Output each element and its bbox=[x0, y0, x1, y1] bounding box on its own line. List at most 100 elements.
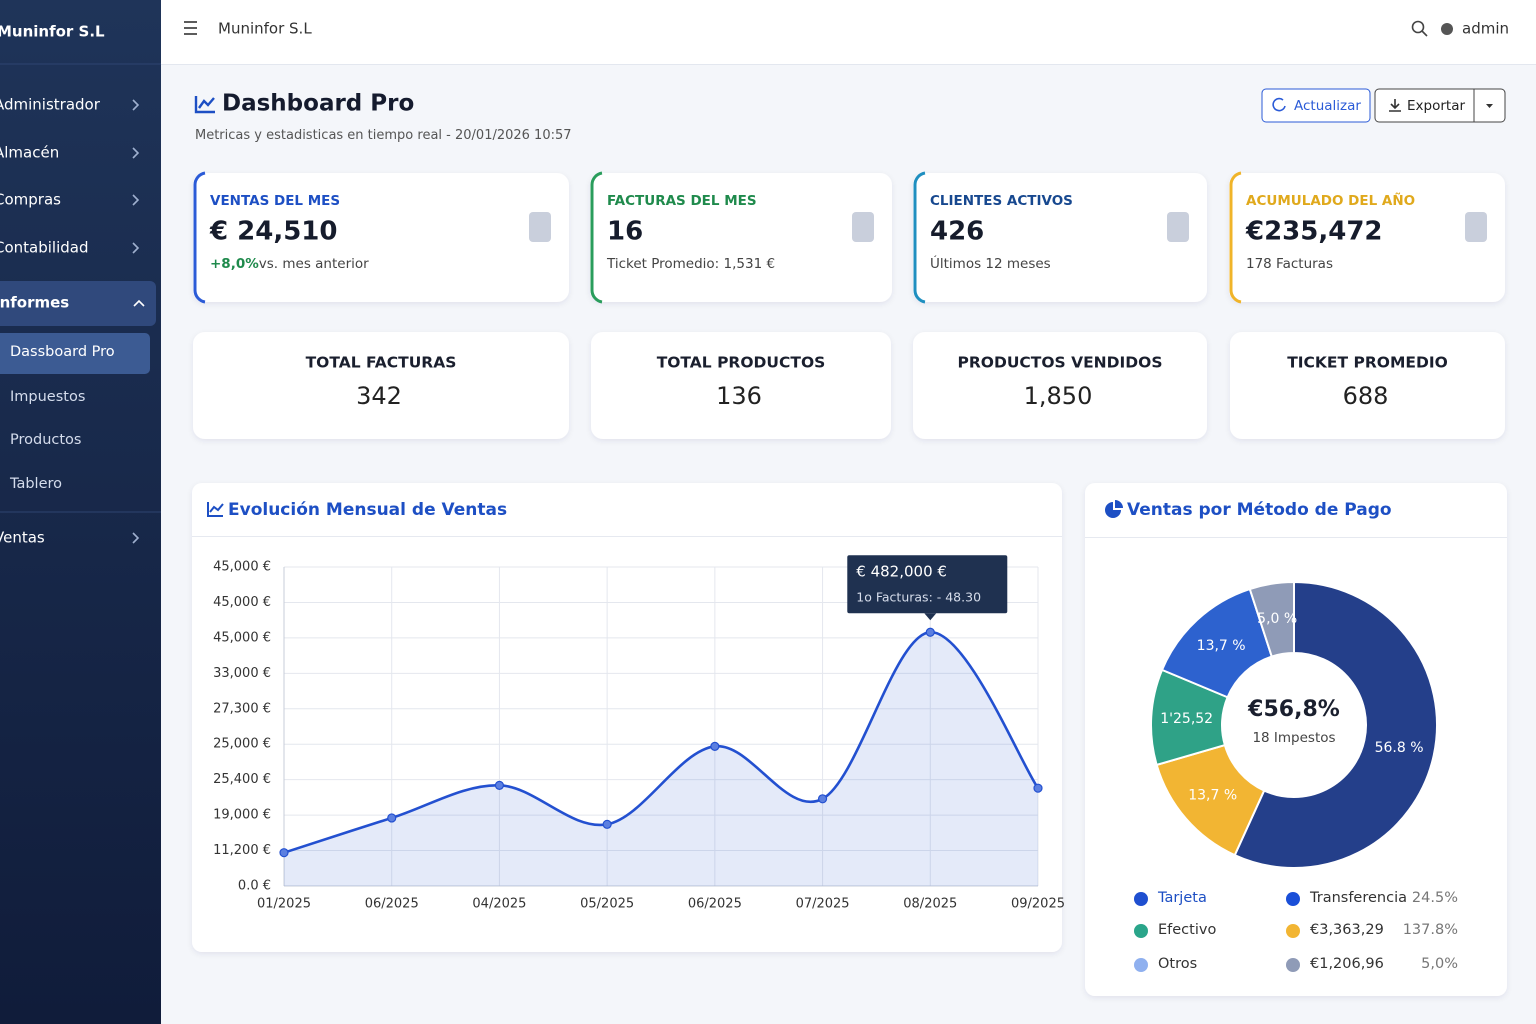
stat-value: 136 bbox=[716, 382, 762, 410]
kpi-note-text: Ticket Promedio: 1,531 € bbox=[606, 256, 775, 272]
submenu-item[interactable]: Tablero bbox=[9, 476, 62, 492]
point[interactable] bbox=[603, 820, 611, 828]
legend-note: 137.8% bbox=[1403, 922, 1458, 938]
kpi-icon bbox=[852, 212, 874, 242]
point[interactable] bbox=[388, 814, 396, 822]
x-tick-label: 01/2025 bbox=[257, 897, 311, 912]
slice-label: 1'25,52 bbox=[1160, 711, 1213, 727]
point[interactable] bbox=[1034, 784, 1042, 792]
tooltip-text: 1o Facturas: - 48.30 bbox=[856, 590, 981, 605]
x-tick-label: 09/2025 bbox=[1011, 897, 1065, 912]
subtitle-text: Metricas y estadisticas en tiempo real bbox=[195, 128, 442, 143]
y-tick-label: 0.0 € bbox=[238, 879, 271, 894]
slice-label: 56.8 % bbox=[1375, 740, 1424, 756]
kpi-value: 16 bbox=[607, 217, 643, 247]
point[interactable] bbox=[711, 742, 719, 750]
kpi-icon bbox=[1167, 212, 1189, 242]
kpi-note: +8,0%vs. mes anterior bbox=[210, 256, 369, 272]
x-tick-label: 07/2025 bbox=[796, 897, 850, 912]
center-label: 18 Impestos bbox=[1252, 730, 1335, 746]
submenu-item[interactable]: Impuestos bbox=[10, 389, 85, 405]
x-tick-label: 06/2025 bbox=[365, 897, 419, 912]
y-tick-label: 25,400 € bbox=[213, 772, 271, 787]
kpi-value: 426 bbox=[930, 217, 984, 247]
stat-label: TOTAL PRODUCTOS bbox=[657, 354, 826, 372]
kpi-note: 178 Facturas bbox=[1246, 256, 1333, 272]
legend-swatch bbox=[1286, 924, 1300, 938]
submenu-item[interactable]: Dassboard Pro bbox=[10, 344, 115, 360]
user-name[interactable]: admin bbox=[1462, 20, 1509, 38]
title-icon bbox=[196, 96, 215, 112]
stat-label: PRODUCTOS VENDIDOS bbox=[957, 354, 1162, 372]
kpi-value: € 24,510 bbox=[209, 217, 337, 247]
legend-label[interactable]: Otros bbox=[1158, 956, 1197, 972]
menu-item[interactable]: Contabilidad bbox=[0, 239, 89, 257]
y-tick-label: 45,000 € bbox=[213, 630, 271, 645]
x-tick-label: 05/2025 bbox=[580, 897, 634, 912]
kpi-label: ACUMULADO DEL AÑO bbox=[1246, 192, 1415, 209]
brand: Muninfor S.L bbox=[0, 23, 105, 41]
legend-label[interactable]: Transferencia bbox=[1309, 890, 1407, 906]
y-tick-label: 19,000 € bbox=[213, 808, 271, 823]
page-subtitle: Metricas y estadisticas en tiempo real -… bbox=[195, 128, 572, 143]
kpi-icon bbox=[529, 212, 551, 242]
point[interactable] bbox=[819, 795, 827, 803]
menu-item[interactable]: Informes bbox=[0, 294, 69, 312]
chart-title: Ventas por Método de Pago bbox=[1127, 500, 1392, 520]
point[interactable] bbox=[495, 781, 503, 789]
legend-swatch bbox=[1134, 924, 1148, 938]
kpi-note-text: Últimos 12 meses bbox=[930, 254, 1051, 272]
menu-item[interactable]: Ventas bbox=[0, 529, 45, 547]
x-tick-label: 08/2025 bbox=[903, 897, 957, 912]
x-tick-label: 04/2025 bbox=[472, 897, 526, 912]
y-tick-label: 27,300 € bbox=[213, 701, 271, 716]
menu-item[interactable]: Compras bbox=[0, 191, 61, 209]
menu-item[interactable]: Almacén bbox=[0, 144, 59, 162]
y-tick-label: 25,000 € bbox=[213, 737, 271, 752]
kpi-note: Últimos 12 meses bbox=[930, 254, 1051, 272]
kpi-label: CLIENTES ACTIVOS bbox=[930, 193, 1073, 209]
stat-label: TOTAL FACTURAS bbox=[306, 354, 457, 372]
company-name: Muninfor S.L bbox=[218, 20, 312, 38]
kpi-label: VENTAS DEL MES bbox=[210, 193, 340, 209]
user-icon[interactable] bbox=[1441, 23, 1453, 35]
legend-note: 5,0% bbox=[1421, 956, 1458, 972]
legend-label[interactable]: Tarjeta bbox=[1157, 890, 1207, 906]
point[interactable] bbox=[280, 849, 288, 857]
separator: - bbox=[442, 128, 455, 143]
topbar bbox=[161, 0, 1536, 64]
legend-label[interactable]: Efectivo bbox=[1158, 922, 1216, 938]
y-tick-label: 45,000 € bbox=[213, 560, 271, 575]
legend-swatch bbox=[1134, 958, 1148, 972]
stat-label: TICKET PROMEDIO bbox=[1287, 354, 1448, 372]
legend-label[interactable]: €3,363,29 bbox=[1310, 922, 1384, 938]
center-value: €56,8% bbox=[1247, 697, 1340, 722]
stat-value: 1,850 bbox=[1024, 382, 1093, 410]
point[interactable] bbox=[926, 628, 934, 636]
export-label[interactable]: Exportar bbox=[1407, 98, 1465, 114]
slice-label: 13,7 % bbox=[1197, 638, 1246, 654]
page-title: Dashboard Pro bbox=[222, 91, 414, 117]
kpi-icon bbox=[1465, 212, 1487, 242]
y-tick-label: 33,000 € bbox=[213, 666, 271, 681]
kpi-label: FACTURAS DEL MES bbox=[607, 193, 757, 209]
kpi-value: €235,472 bbox=[1245, 217, 1383, 247]
submenu-item[interactable]: Productos bbox=[10, 432, 81, 448]
x-tick-label: 06/2025 bbox=[688, 897, 742, 912]
legend-swatch bbox=[1134, 892, 1148, 906]
slice-label: 5,0 % bbox=[1257, 611, 1297, 627]
legend-swatch bbox=[1286, 892, 1300, 906]
kpi-note-text: vs. mes anterior bbox=[259, 256, 369, 272]
refresh-label[interactable]: Actualizar bbox=[1294, 98, 1361, 114]
legend-note: 24.5% bbox=[1412, 890, 1458, 906]
chart-title: Evolución Mensual de Ventas bbox=[228, 500, 507, 520]
kpi-note: Ticket Promedio: 1,531 € bbox=[606, 256, 775, 272]
y-tick-label: 45,000 € bbox=[213, 595, 271, 610]
legend-swatch bbox=[1286, 958, 1300, 972]
menu-item[interactable]: Administrador bbox=[0, 96, 101, 114]
kpi-delta: +8,0% bbox=[210, 256, 259, 272]
stat-value: 342 bbox=[356, 382, 402, 410]
legend-label[interactable]: €1,206,96 bbox=[1310, 956, 1384, 972]
